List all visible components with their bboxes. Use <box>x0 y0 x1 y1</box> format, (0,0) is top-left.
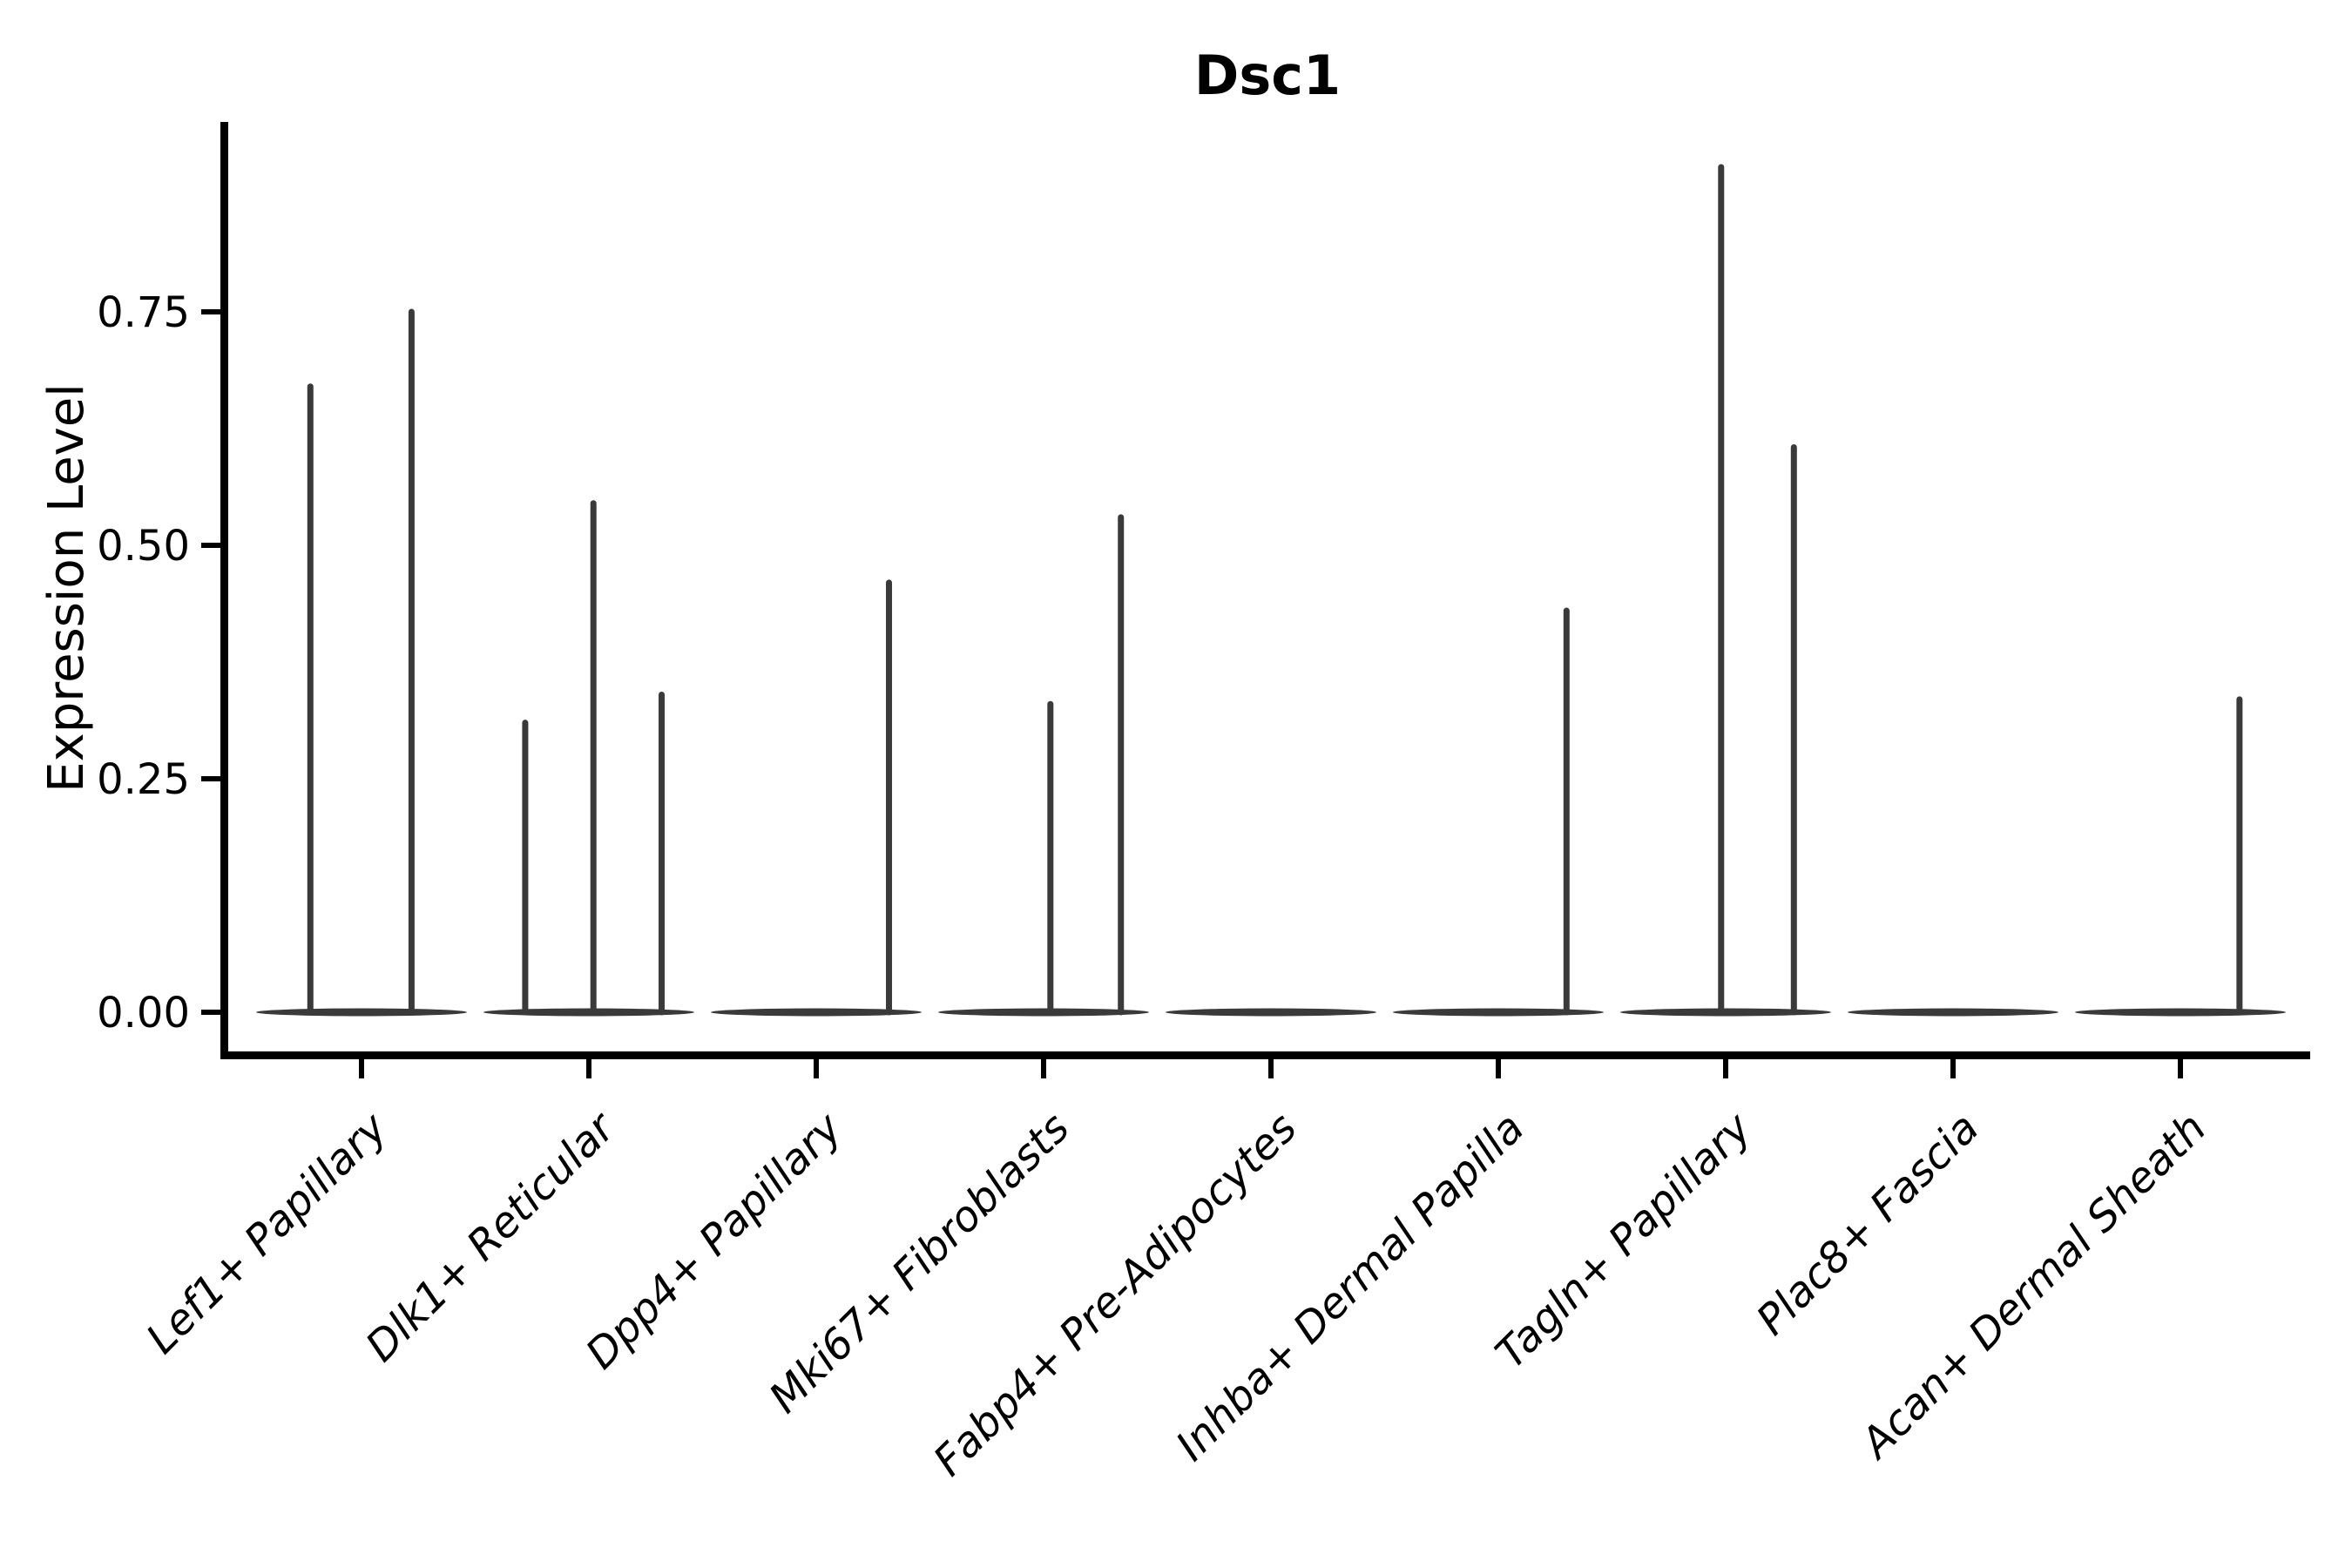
y-tick-label: 0.75 <box>97 288 190 337</box>
violin-body <box>1166 1008 1376 1017</box>
x-tick-mark <box>359 1059 364 1078</box>
x-tick-mark <box>1496 1059 1501 1078</box>
y-tick-label: 0.00 <box>97 989 190 1037</box>
x-tick-mark <box>1723 1059 1728 1078</box>
x-tick-mark <box>1268 1059 1274 1078</box>
violin-body <box>1620 1008 1831 1017</box>
violin-body <box>483 1008 694 1017</box>
violin-body <box>711 1008 922 1017</box>
x-tick-label: Dlk1+ Reticular <box>356 1102 626 1372</box>
x-tick-label: Plac8+ Fascia <box>1747 1104 1989 1345</box>
x-tick-mark <box>586 1059 591 1078</box>
y-axis-label: Expression Level <box>38 383 95 793</box>
violins-group <box>256 164 2286 1017</box>
y-tick-label: 0.25 <box>97 755 190 804</box>
y-axis-ticks: 0.00 0.25 0.50 0.75 <box>97 288 220 1037</box>
chart-title: Dsc1 <box>1194 44 1341 107</box>
x-tick-label: Lef1+ Papillary <box>137 1103 397 1363</box>
y-axis-line <box>220 122 228 1058</box>
y-tick-label: 0.50 <box>97 522 190 571</box>
x-tick-mark <box>1041 1059 1046 1078</box>
y-tick-mark <box>201 543 220 548</box>
x-axis-ticks <box>359 1059 2183 1078</box>
violin-body <box>1848 1008 2058 1017</box>
violin-body <box>1393 1008 1604 1017</box>
violin-body <box>2075 1008 2286 1017</box>
x-tick-label: Fabp4+ Pre-Adipocytes <box>924 1104 1307 1486</box>
x-axis-line <box>220 1051 2310 1059</box>
violin-body <box>256 1008 467 1017</box>
y-tick-mark <box>201 1010 220 1015</box>
y-tick-mark <box>201 776 220 781</box>
x-tick-mark <box>1950 1059 1956 1078</box>
x-tick-label: Tagln+ Papillary <box>1486 1103 1761 1378</box>
x-tick-mark <box>2178 1059 2183 1078</box>
y-tick-mark <box>201 309 220 314</box>
x-tick-mark <box>814 1059 819 1078</box>
violin-body <box>938 1008 1149 1017</box>
